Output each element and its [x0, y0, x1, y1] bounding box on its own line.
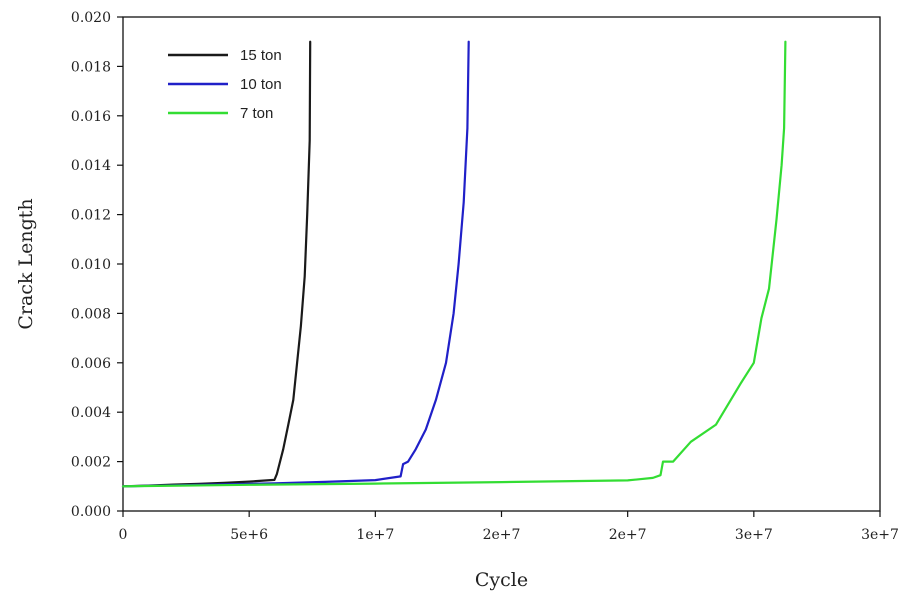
y-tick-label: 0.000 — [71, 504, 111, 520]
legend-label: 7 ton — [240, 105, 273, 122]
y-axis-title: Crack Length — [15, 198, 37, 329]
y-tick-label: 0.018 — [71, 59, 111, 75]
series-lines — [121, 40, 787, 488]
x-tick-label: 3e+7 — [861, 527, 899, 543]
y-tick-label: 0.016 — [71, 109, 111, 125]
y-tick-label: 0.006 — [71, 356, 111, 372]
legend: 15 ton 10 ton 7 ton — [168, 47, 282, 122]
y-tick-label: 0.004 — [71, 405, 111, 421]
y-tick-label: 0.014 — [71, 158, 111, 174]
y-tick-label: 0.002 — [71, 455, 111, 471]
x-tick-label: 5e+6 — [230, 527, 268, 543]
plot-frame — [122, 16, 881, 512]
x-tick-label: 3e+7 — [735, 527, 773, 543]
x-tick-label: 0 — [119, 527, 128, 543]
x-tick-label: 1e+7 — [356, 527, 394, 543]
x-axis-title: Cycle — [475, 569, 528, 591]
legend-label: 10 ton — [240, 76, 282, 93]
y-tick-label: 0.020 — [71, 10, 111, 26]
x-tick-label: 2e+7 — [483, 527, 521, 543]
series-line-10-ton — [121, 40, 470, 488]
legend-label: 15 ton — [240, 47, 282, 64]
y-tick-label: 0.008 — [71, 306, 111, 322]
axes: 0 5e+6 1e+7 2e+7 2e+7 3e+7 3e+7 0.000 0.002 0.004… — [71, 10, 899, 543]
x-tick-label: 2e+7 — [609, 527, 647, 543]
series-line-7-ton — [121, 40, 787, 488]
series-line-15-ton — [121, 40, 312, 488]
y-tick-label: 0.012 — [71, 208, 111, 224]
y-tick-label: 0.010 — [71, 257, 111, 273]
